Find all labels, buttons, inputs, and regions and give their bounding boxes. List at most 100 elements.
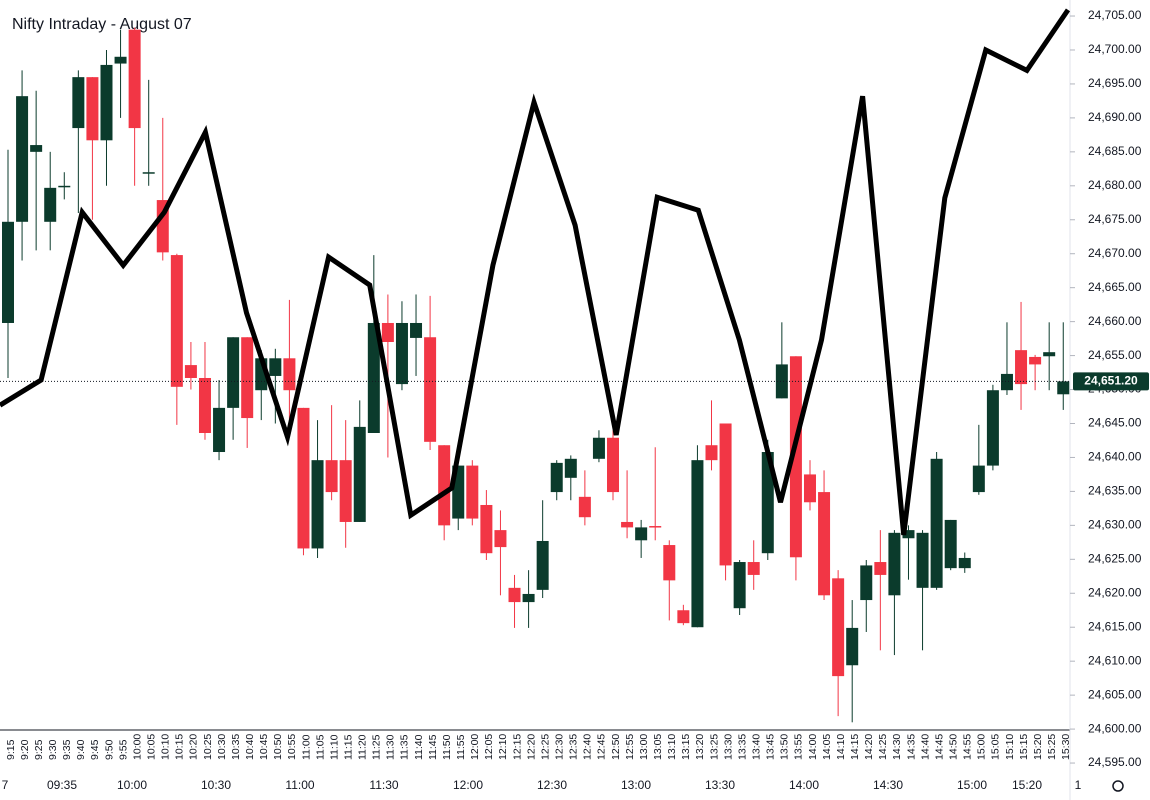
settings-icon[interactable] [1112, 780, 1124, 792]
candle-body [972, 465, 985, 493]
candle-body [1029, 356, 1042, 365]
x-tick-label: 9:20 [19, 739, 31, 760]
candle-body [846, 627, 859, 666]
x-tick-label: 11:45 [427, 734, 439, 760]
candle-body [297, 407, 310, 549]
candle-body [1057, 381, 1070, 395]
last-price-box [1073, 372, 1149, 391]
y-tick-label: 24,675.00 [1088, 212, 1142, 226]
x-tick-label: 9:50 [103, 739, 115, 760]
candle-body [58, 185, 71, 188]
x-tick-label: 15:20 [1032, 734, 1044, 760]
x-tick-label: 11:30 [385, 734, 397, 760]
x-tick-label: 12:00 [469, 734, 481, 760]
candle-body [818, 492, 831, 596]
time-label: 15:20 [1012, 778, 1042, 792]
x-tick-label: 12:20 [525, 734, 537, 760]
candle-body [522, 593, 535, 603]
x-tick-label: 14:15 [849, 734, 861, 760]
time-label: 12:00 [453, 778, 483, 792]
x-tick-label: 15:25 [1046, 734, 1058, 760]
candle-body [142, 172, 155, 174]
y-tick-label: 24,600.00 [1088, 721, 1142, 735]
x-tick-label: 10:25 [202, 734, 214, 760]
x-tick-label: 9:35 [61, 739, 73, 760]
candle-body [902, 530, 915, 539]
x-tick-label: 11:55 [455, 734, 467, 760]
candle-body [508, 587, 521, 603]
candle-body [480, 504, 493, 554]
x-tick-label: 14:20 [863, 734, 875, 760]
x-tick-label: 11:35 [399, 734, 411, 760]
time-label: 10:00 [117, 778, 147, 792]
y-tick-label: 24,695.00 [1088, 76, 1142, 90]
candle-body [592, 437, 605, 459]
candle-body [564, 458, 577, 478]
y-tick-label: 24,595.00 [1088, 755, 1142, 769]
x-tick-label: 13:30 [722, 734, 734, 760]
x-tick-label: 10:00 [131, 734, 143, 760]
x-tick-label: 14:10 [835, 734, 847, 760]
x-tick-label: 12:15 [511, 734, 523, 760]
time-label: 11:30 [369, 778, 398, 792]
x-tick-label: 13:00 [638, 734, 650, 760]
candle-body [832, 578, 845, 677]
candle-body [438, 445, 451, 526]
candle-body [353, 426, 366, 522]
x-tick-label: 11:00 [300, 734, 312, 760]
time-label: 14:30 [873, 778, 903, 792]
candle-body [691, 460, 704, 628]
x-tick-label: 10:20 [188, 734, 200, 760]
candle-body [72, 77, 85, 129]
y-tick-label: 24,685.00 [1088, 144, 1142, 158]
x-tick-label: 14:05 [821, 734, 833, 760]
x-tick-label: 10:55 [286, 734, 298, 760]
candle-body [578, 496, 591, 518]
candle-body [44, 187, 57, 222]
y-tick-label: 24,690.00 [1088, 110, 1142, 124]
candle-body [198, 377, 211, 433]
y-tick-label: 24,605.00 [1088, 687, 1142, 701]
x-tick-label: 14:40 [919, 734, 931, 760]
candle-body [677, 610, 690, 624]
x-tick-label: 10:50 [272, 734, 284, 760]
candle-body [635, 527, 648, 541]
candle-body [775, 364, 788, 399]
time-label: 7 [2, 778, 9, 792]
candle-body [621, 521, 634, 528]
candle-body [888, 532, 901, 596]
candle-body [958, 557, 971, 569]
time-label: 10:30 [201, 778, 231, 792]
x-tick-label: 11:20 [357, 734, 369, 760]
x-tick-label: 14:45 [933, 734, 945, 760]
x-tick-label: 14:55 [962, 734, 974, 760]
candle-body [705, 445, 718, 461]
x-tick-label: 10:40 [244, 734, 256, 760]
candle-body [1000, 373, 1013, 391]
x-tick-label: 12:25 [539, 734, 551, 760]
y-tick-label: 24,635.00 [1088, 484, 1142, 498]
x-tick-label: 15:30 [1060, 734, 1072, 760]
y-tick-label: 24,680.00 [1088, 178, 1142, 192]
y-tick-label: 24,640.00 [1088, 450, 1142, 464]
candle-body [184, 365, 197, 378]
candle-body [339, 460, 352, 522]
candle-body [550, 462, 563, 493]
x-tick-label: 13:20 [694, 734, 706, 760]
candle-body [1043, 352, 1056, 357]
candle-body [649, 526, 662, 528]
x-tick-label: 13:25 [708, 734, 720, 760]
candle-body [733, 562, 746, 609]
x-tick-label: 11:25 [371, 734, 383, 760]
x-tick-label: 12:05 [483, 734, 495, 760]
candle-body [494, 530, 507, 548]
candle-body [761, 452, 774, 554]
candle-body [986, 390, 999, 466]
x-tick-label: 14:35 [905, 734, 917, 760]
y-tick-label: 24,705.00 [1088, 8, 1142, 22]
candle-body [536, 540, 549, 590]
candle-body [311, 460, 324, 549]
candle-body [128, 29, 141, 129]
x-tick-label: 13:05 [652, 734, 664, 760]
